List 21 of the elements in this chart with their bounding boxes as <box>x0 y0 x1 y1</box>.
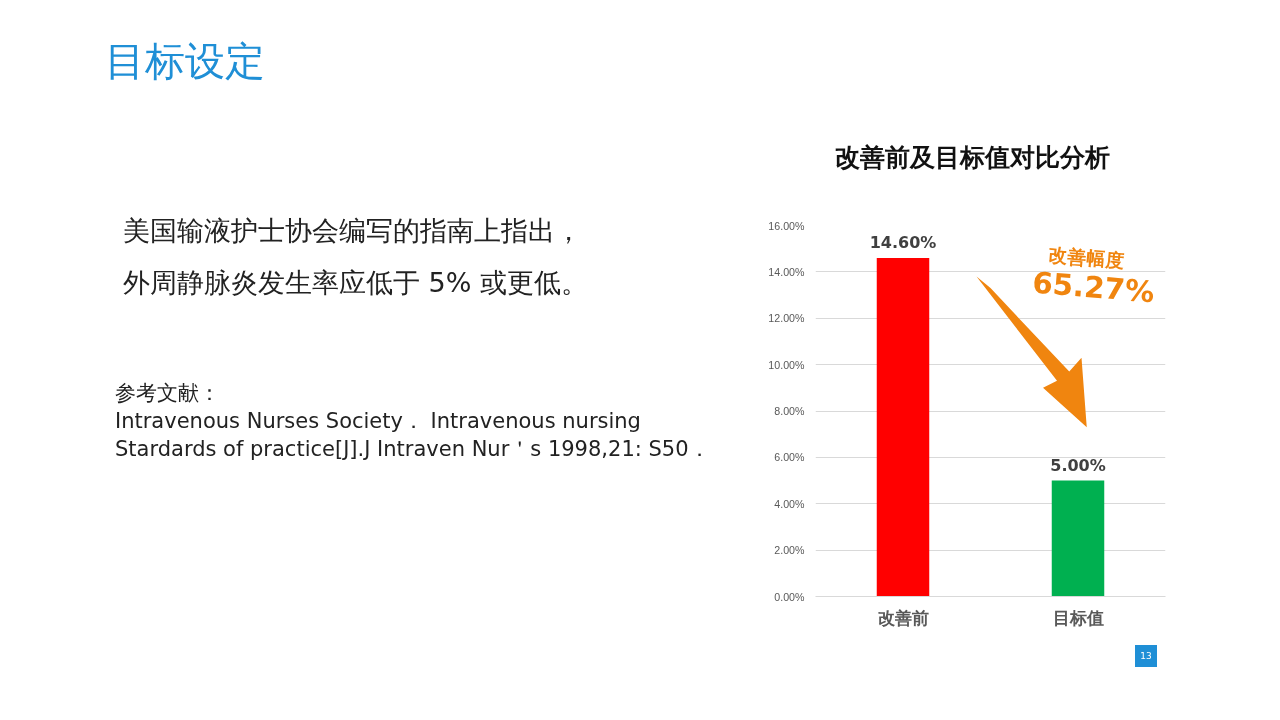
x-tick-label: 目标值 <box>1052 607 1104 628</box>
y-tick-label: 10.00% <box>768 358 806 371</box>
y-tick-label: 14.00% <box>768 265 806 278</box>
y-tick-label: 8.00% <box>774 405 806 417</box>
y-tick-label: 0.00% <box>774 590 806 603</box>
text: 13 <box>1135 645 1157 667</box>
text: Intravenous Nurses Society． Intravenous nursing Stardards of practice[J].J Intraven Nur＇s 1998,21: S50． <box>115 409 710 461</box>
data-label: 14.60% <box>869 232 937 252</box>
y-tick-label: 4.00% <box>774 497 806 510</box>
x-tick-label: 改善前 <box>877 607 929 628</box>
chart-title: 改善前及目标值对比分析 <box>834 142 1111 174</box>
text: 外周静脉炎发生率应低于 5% 或更低。 <box>123 267 588 298</box>
text: 美国输液护士协会编写的指南上指出， <box>123 215 582 246</box>
data-label: 5.00% <box>1050 455 1106 475</box>
y-tick-label: 12.00% <box>768 312 806 325</box>
y-tick-label: 2.00% <box>774 544 806 557</box>
text: 参考文献： <box>115 381 220 405</box>
y-tick-label: 16.00% <box>768 219 806 232</box>
annotation: 改善幅度 <box>1048 244 1126 272</box>
text: 目标设定 <box>105 37 265 86</box>
y-tick-label: 6.00% <box>774 451 806 464</box>
